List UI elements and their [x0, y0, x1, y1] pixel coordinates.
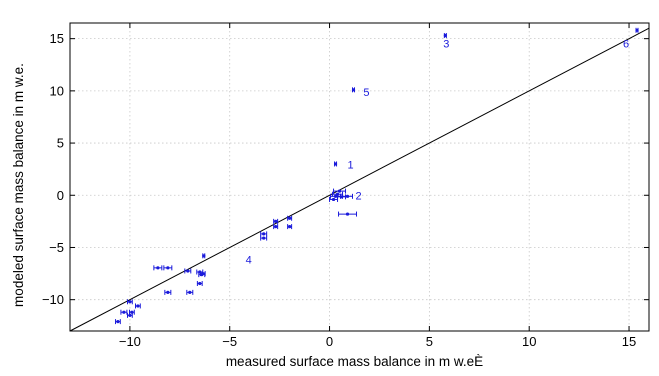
point-annotation: 4: [246, 255, 252, 267]
point-marker: [201, 271, 205, 276]
data-point: [128, 309, 135, 315]
plot-frame: [69, 22, 650, 332]
data-point: [196, 280, 203, 286]
y-tick-label: 0: [57, 188, 64, 203]
point-marker: [136, 304, 140, 308]
point-marker: [262, 236, 266, 240]
data-point: [260, 231, 268, 237]
data-point: [273, 224, 279, 230]
data-point: [120, 309, 128, 315]
data-point: [443, 33, 447, 39]
data-point: [199, 271, 206, 277]
data-point: [186, 289, 194, 295]
point-marker: [156, 266, 160, 270]
data-point: [338, 211, 358, 217]
data-point: [134, 303, 141, 309]
point-marker: [188, 290, 192, 294]
point-annotation: 3: [443, 39, 449, 51]
point-marker: [331, 197, 336, 202]
point-marker: [335, 192, 340, 196]
y-tick-label: 5: [57, 136, 64, 151]
y-axis-title: modeled surface mass balance in m w.e.: [11, 63, 26, 307]
point-annotation: 2: [355, 190, 361, 202]
data-point: [287, 215, 293, 221]
point-marker: [443, 33, 447, 38]
point-annotation: 1: [347, 160, 353, 172]
point-marker: [116, 320, 120, 324]
point-marker: [198, 281, 202, 286]
data-point: [273, 218, 279, 224]
x-tick-label: −10: [119, 334, 141, 349]
data-point: [333, 188, 347, 194]
point-marker: [288, 216, 292, 220]
point-marker: [262, 232, 266, 236]
x-axis-title: measured surface mass balance in m w.eÈ: [226, 354, 483, 369]
point-annotations: 1 2 3 4 5 6: [246, 39, 629, 267]
grid-lines: [70, 23, 649, 331]
data-point: [202, 253, 206, 259]
point-marker: [130, 310, 134, 314]
data-point: [635, 27, 639, 33]
point-marker: [351, 88, 356, 92]
point-marker: [337, 189, 342, 193]
y-tick-label: 10: [50, 83, 64, 98]
data-points: [115, 27, 639, 325]
data-point: [153, 265, 163, 271]
point-marker: [274, 219, 278, 223]
data-point: [342, 193, 354, 199]
y-tick-label: −5: [49, 240, 64, 255]
point-marker: [274, 224, 278, 229]
y-tick-label: 15: [50, 31, 64, 46]
x-tick-label: 5: [426, 334, 433, 349]
data-point: [164, 289, 172, 295]
x-tick-label: 10: [522, 334, 536, 349]
x-tick-label: 15: [622, 334, 636, 349]
identity-reference-line: [69, 27, 650, 332]
x-tick-label: 0: [326, 334, 333, 349]
point-marker: [122, 310, 126, 314]
data-point: [287, 224, 293, 230]
y-tick-label: −10: [42, 292, 64, 307]
point-marker: [635, 28, 639, 32]
point-marker: [166, 290, 170, 294]
data-point: [127, 299, 133, 305]
data-point: [115, 319, 121, 325]
data-point: [333, 161, 338, 167]
data-point: [184, 268, 192, 274]
point-marker: [345, 194, 350, 198]
x-tick-label: −5: [222, 334, 237, 349]
point-marker: [288, 224, 292, 229]
point-marker: [128, 300, 132, 304]
data-point: [329, 196, 339, 202]
point-marker: [202, 254, 206, 258]
data-point: [163, 265, 173, 271]
point-marker: [333, 162, 338, 166]
data-point: [260, 235, 268, 241]
point-marker: [345, 212, 350, 216]
point-annotation: 6: [623, 39, 629, 51]
point-marker: [166, 266, 170, 270]
data-point: [351, 87, 356, 93]
point-marker: [333, 194, 338, 198]
point-annotation: 5: [363, 87, 369, 99]
point-marker: [186, 269, 190, 273]
